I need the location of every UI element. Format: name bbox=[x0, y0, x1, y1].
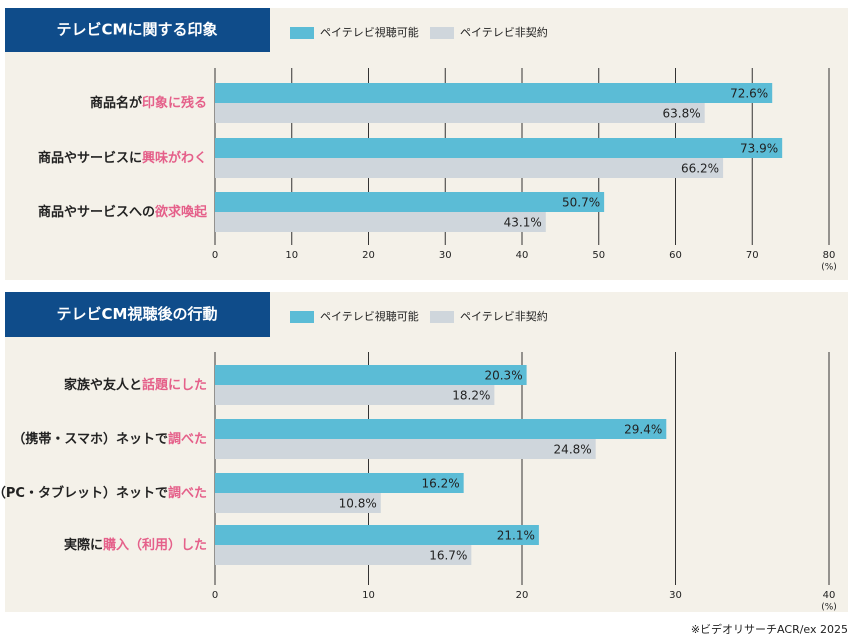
x-tick-label: 20 bbox=[362, 250, 375, 261]
value-label: 16.7% bbox=[429, 549, 467, 563]
x-tick-label: 0 bbox=[212, 590, 218, 601]
footnote: ※ビデオリサーチACR/ex 2025 bbox=[691, 622, 848, 636]
category-label: （PC・タブレット）ネットで調べた bbox=[0, 485, 207, 501]
x-tick-label: 40 bbox=[823, 590, 836, 601]
category-label-part: 調べた bbox=[168, 431, 207, 447]
x-tick-label: 70 bbox=[746, 250, 759, 261]
value-label: 73.9% bbox=[740, 142, 778, 156]
category-label: （携帯・スマホ）ネットで調べた bbox=[12, 431, 207, 447]
category-label: 商品やサービスへの欲求喚起 bbox=[38, 204, 208, 220]
legend-label: ペイテレビ非契約 bbox=[460, 25, 548, 39]
x-tick-label: 60 bbox=[669, 250, 682, 261]
bar bbox=[215, 439, 596, 459]
category-label-part: 話題にした bbox=[142, 377, 207, 393]
x-tick-label: 30 bbox=[669, 590, 682, 601]
value-label: 10.8% bbox=[339, 497, 377, 511]
x-tick-label: 80 bbox=[823, 250, 836, 261]
chart-title: テレビCM視聴後の行動 bbox=[57, 305, 218, 323]
category-label-part: 家族や友人と bbox=[64, 377, 142, 393]
category-label-part: 購入（利用）した bbox=[102, 537, 207, 553]
bar bbox=[215, 138, 783, 158]
legend-swatch bbox=[290, 27, 314, 39]
bar bbox=[215, 158, 724, 178]
chart-title: テレビCMに関する印象 bbox=[57, 21, 218, 39]
bar bbox=[215, 192, 605, 212]
category-label: 実際に購入（利用）した bbox=[64, 537, 207, 553]
value-label: 43.1% bbox=[504, 216, 542, 230]
bar bbox=[215, 365, 527, 385]
value-label: 24.8% bbox=[554, 443, 592, 457]
legend-label: ペイテレビ視聴可能 bbox=[320, 25, 419, 39]
category-label-part: 興味がわく bbox=[142, 150, 207, 166]
category-label-part: 印象に残る bbox=[142, 95, 207, 111]
category-label: 家族や友人と話題にした bbox=[64, 377, 207, 393]
x-axis-unit: (%) bbox=[821, 263, 837, 273]
category-label-part: 商品名が bbox=[90, 95, 142, 111]
value-label: 20.3% bbox=[484, 369, 522, 383]
value-label: 16.2% bbox=[422, 477, 460, 491]
bar bbox=[215, 212, 546, 232]
value-label: 29.4% bbox=[624, 423, 662, 437]
legend-swatch bbox=[290, 311, 314, 323]
value-label: 63.8% bbox=[663, 107, 701, 121]
value-label: 21.1% bbox=[497, 529, 535, 543]
legend-swatch bbox=[430, 27, 454, 39]
category-label-part: 商品やサービスへの bbox=[38, 204, 155, 220]
category-label-part: （携帯・スマホ）ネットで bbox=[12, 431, 168, 447]
x-tick-label: 40 bbox=[516, 250, 529, 261]
bar bbox=[215, 385, 495, 405]
bar bbox=[215, 545, 472, 565]
category-label: 商品名が印象に残る bbox=[90, 95, 207, 111]
legend-swatch bbox=[430, 311, 454, 323]
legend-label: ペイテレビ非契約 bbox=[460, 309, 548, 323]
value-label: 72.6% bbox=[730, 87, 768, 101]
category-label-part: 商品やサービスに bbox=[38, 150, 142, 166]
bar bbox=[215, 473, 464, 493]
x-tick-label: 0 bbox=[212, 250, 218, 261]
value-label: 66.2% bbox=[681, 162, 719, 176]
category-label-part: （PC・タブレット）ネットで bbox=[0, 485, 168, 501]
x-tick-label: 20 bbox=[516, 590, 529, 601]
bar bbox=[215, 419, 667, 439]
bar bbox=[215, 493, 381, 513]
value-label: 50.7% bbox=[562, 196, 600, 210]
bar bbox=[215, 103, 705, 123]
title-box bbox=[5, 8, 270, 52]
x-tick-label: 30 bbox=[439, 250, 452, 261]
title-box bbox=[5, 292, 270, 337]
bar bbox=[215, 83, 773, 103]
x-tick-label: 10 bbox=[285, 250, 298, 261]
category-label-part: 実際に bbox=[64, 537, 103, 553]
value-label: 18.2% bbox=[452, 389, 490, 403]
x-axis-unit: (%) bbox=[821, 603, 837, 613]
x-tick-label: 50 bbox=[592, 250, 605, 261]
bar bbox=[215, 525, 539, 545]
x-tick-label: 10 bbox=[362, 590, 375, 601]
category-label-part: 調べた bbox=[168, 485, 207, 501]
legend-label: ペイテレビ視聴可能 bbox=[320, 309, 419, 323]
category-label: 商品やサービスに興味がわく bbox=[38, 150, 207, 166]
category-label-part: 欲求喚起 bbox=[154, 204, 208, 220]
